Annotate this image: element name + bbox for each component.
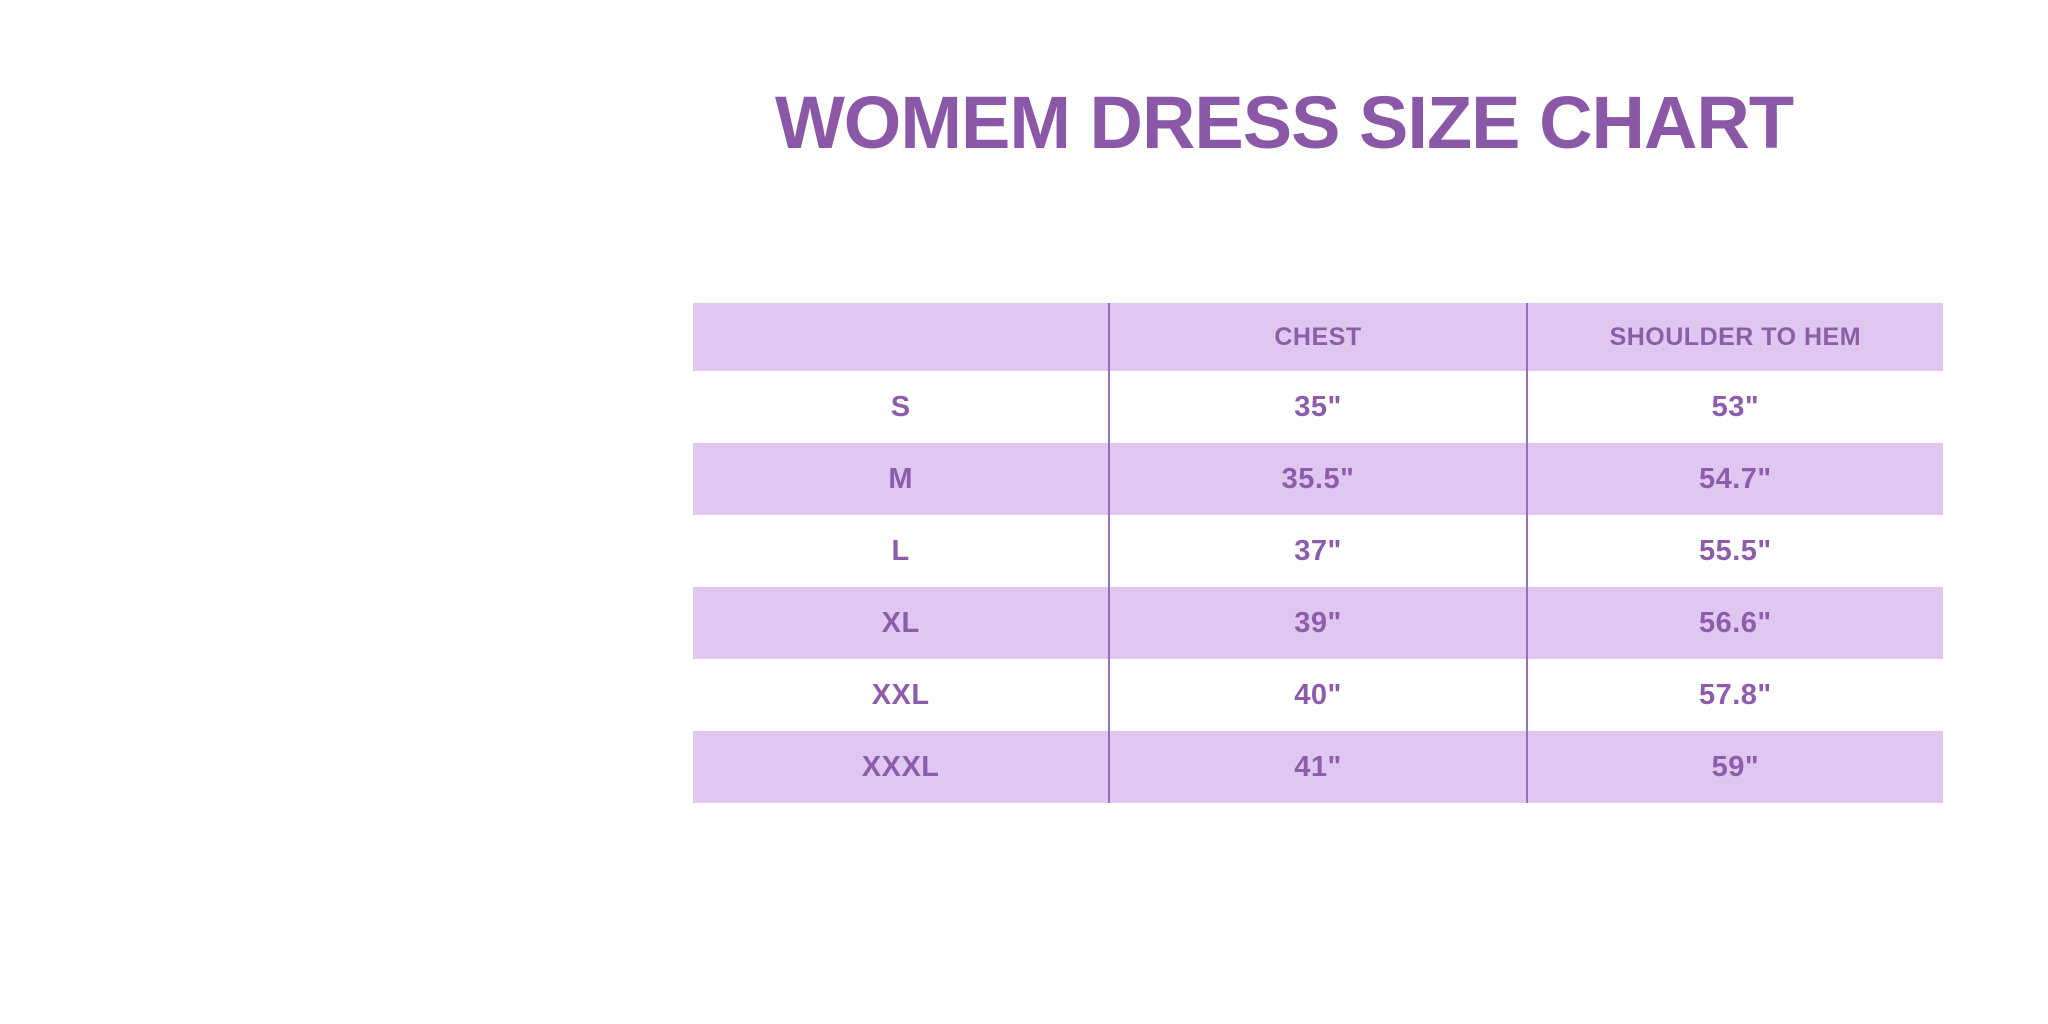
table-row-s: S 35" 53" — [693, 371, 1943, 443]
table-header-row: CHEST SHOULDER TO HEM — [693, 303, 1943, 371]
table-row-xxxl: XXXL 41" 59" — [693, 731, 1943, 803]
shoulder-to-hem-cell: 53" — [1525, 371, 1943, 443]
size-cell: L — [891, 534, 910, 567]
shoulder-to-hem-cell: 55.5" — [1525, 515, 1943, 587]
size-cell: XXL — [871, 678, 930, 711]
size-cell: XXXL — [861, 750, 940, 783]
table-row-l: L 37" 55.5" — [693, 515, 1943, 587]
page-title: WOMEM DRESS SIZE CHART — [774, 81, 1794, 164]
shoulder-to-hem-cell: 54.7" — [1525, 443, 1943, 515]
shoulder-to-hem-cell: 56.6" — [1525, 587, 1943, 659]
size-cell: M — [888, 462, 913, 495]
size-cell: XL — [881, 606, 920, 639]
column-header-shoulder-to-hem: SHOULDER TO HEM — [1525, 303, 1943, 371]
chest-cell: 39" — [1108, 587, 1525, 659]
chest-cell: 35" — [1108, 371, 1525, 443]
size-chart-table: CHEST SHOULDER TO HEM S 35" 53" M 35.5" … — [693, 303, 1943, 803]
shoulder-to-hem-cell: 59" — [1525, 731, 1943, 803]
chest-cell: 35.5" — [1108, 443, 1525, 515]
chest-cell: 41" — [1108, 731, 1525, 803]
size-cell: S — [890, 390, 911, 423]
table-row-xl: XL 39" 56.6" — [693, 587, 1943, 659]
shoulder-to-hem-cell: 57.8" — [1525, 659, 1943, 731]
table-row-xxl: XXL 40" 57.8" — [693, 659, 1943, 731]
chest-cell: 40" — [1108, 659, 1525, 731]
column-header-empty — [693, 303, 1108, 371]
table-row-m: M 35.5" 54.7" — [693, 443, 1943, 515]
column-header-chest: CHEST — [1108, 303, 1525, 371]
chest-cell: 37" — [1108, 515, 1525, 587]
